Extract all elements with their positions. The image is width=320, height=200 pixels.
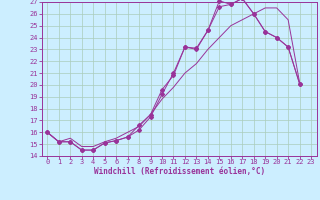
X-axis label: Windchill (Refroidissement éolien,°C): Windchill (Refroidissement éolien,°C)	[94, 167, 265, 176]
